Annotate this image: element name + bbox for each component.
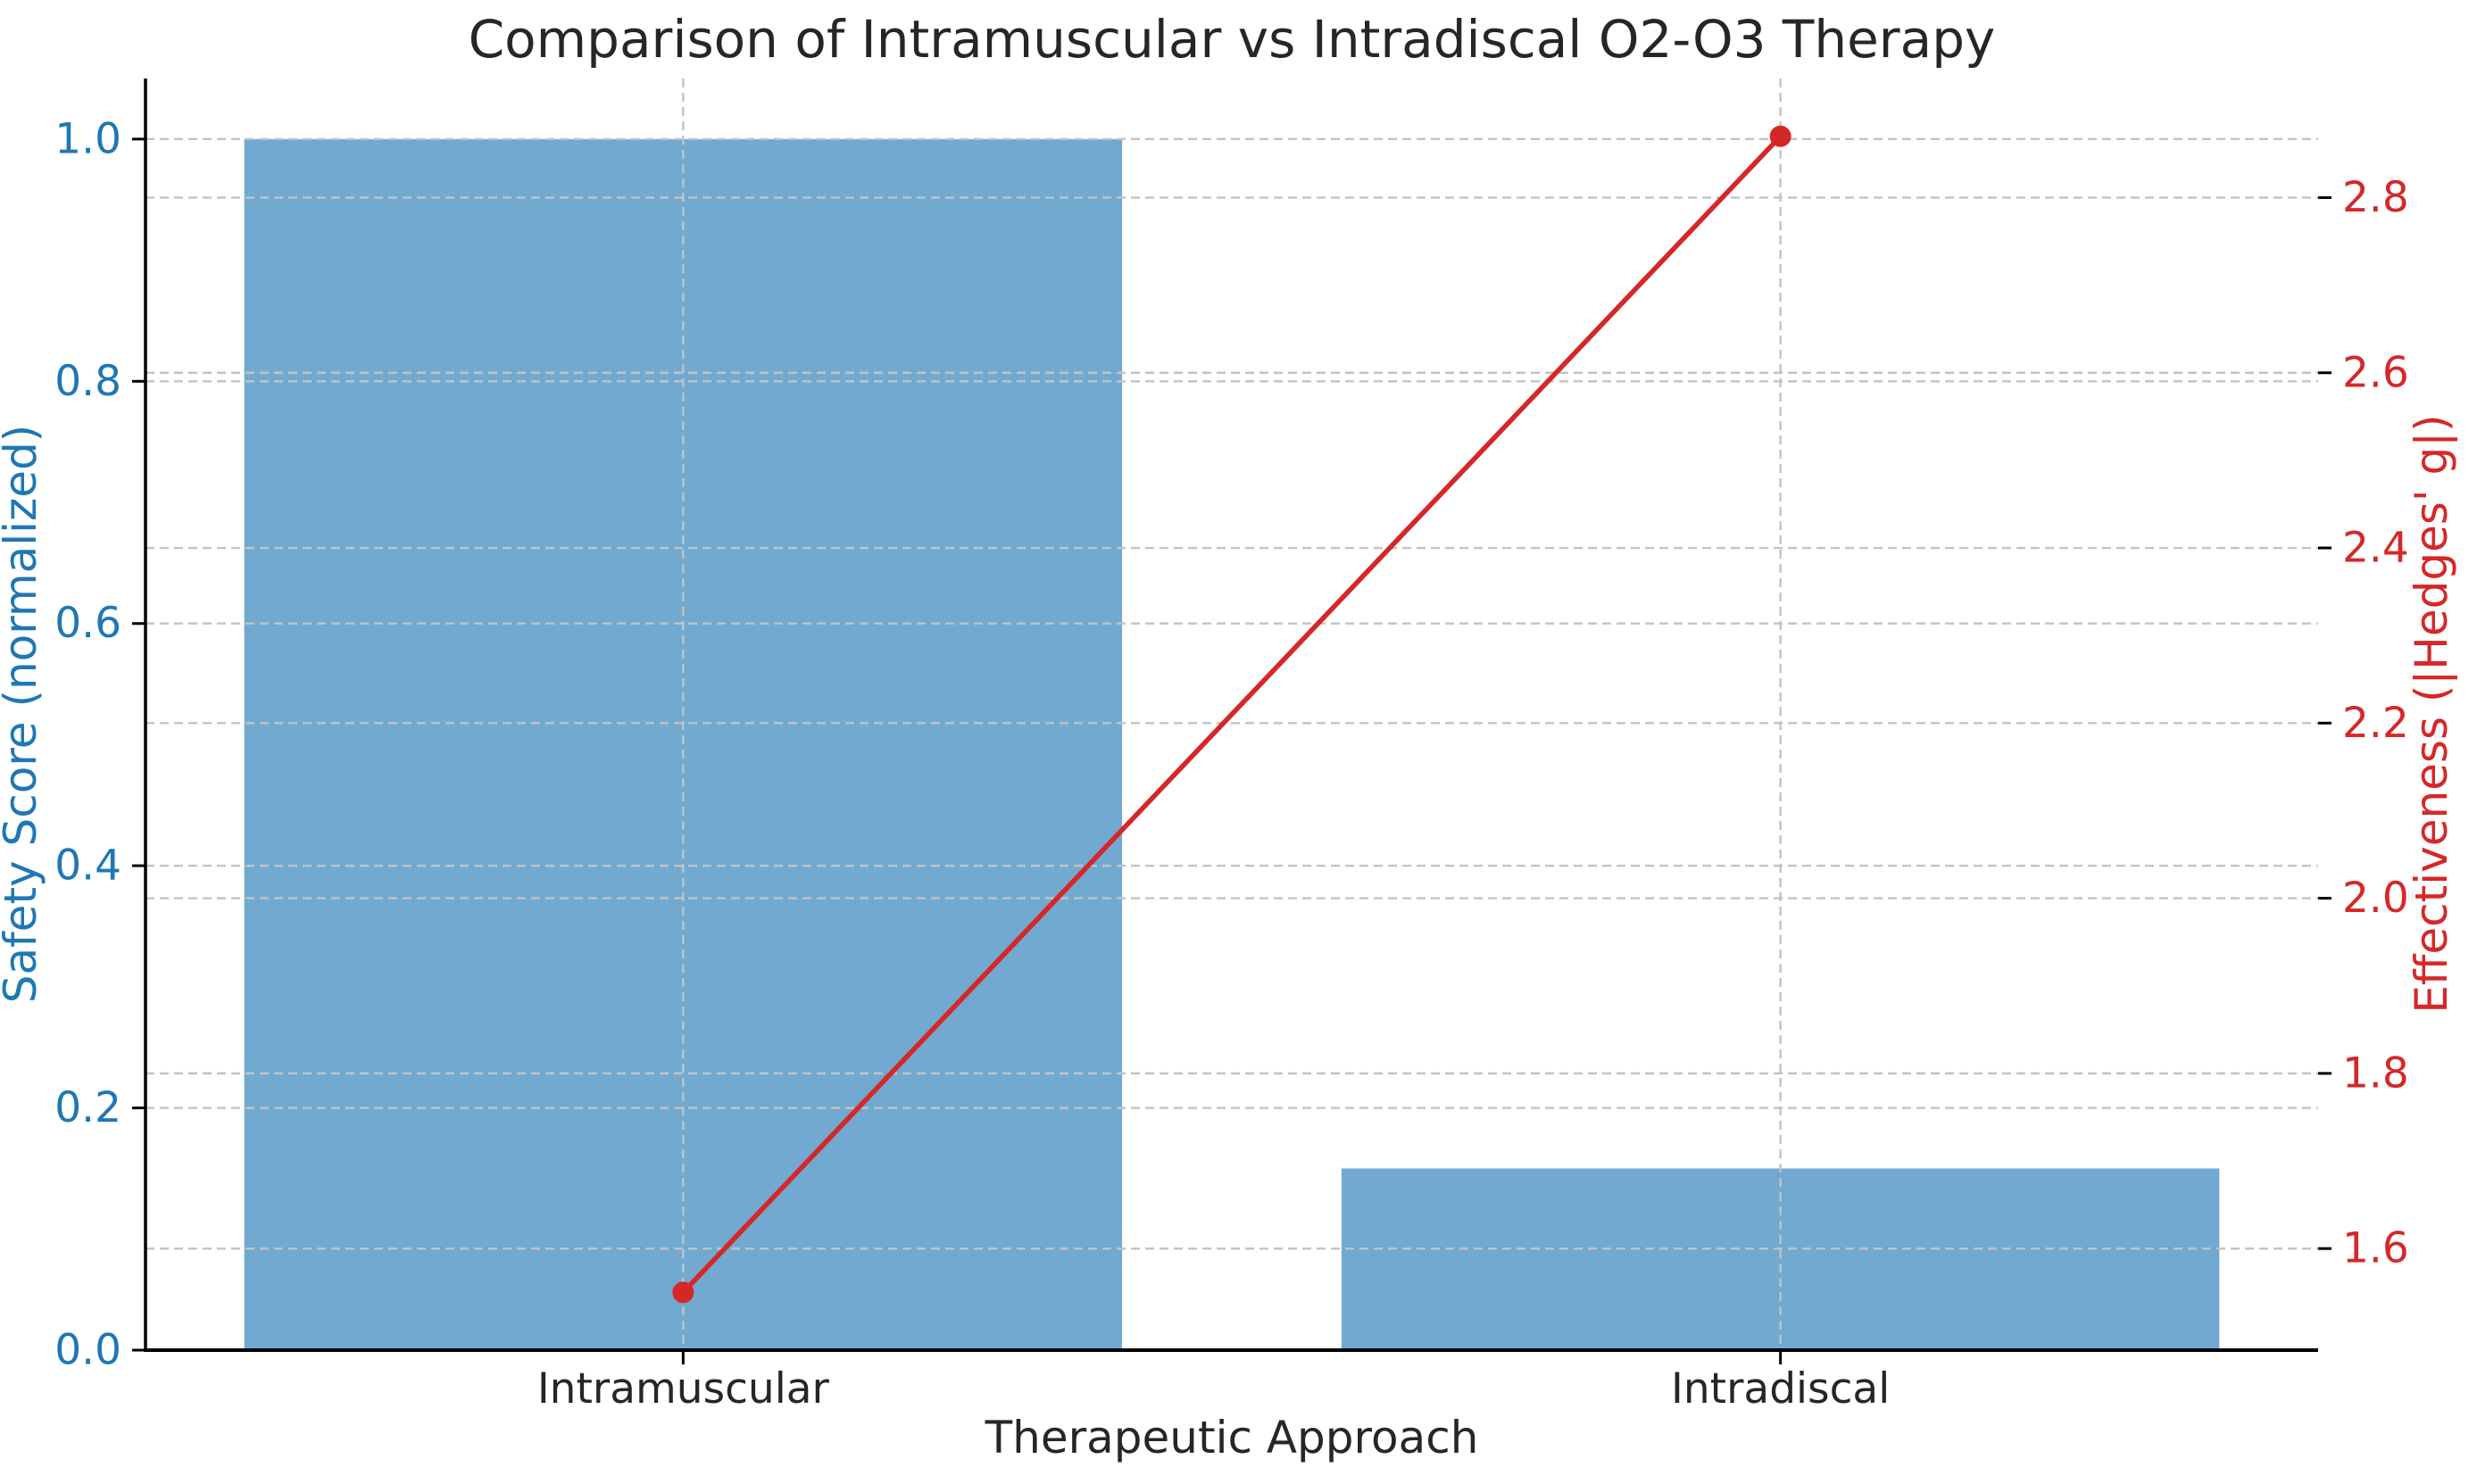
right-tick-label-2.6: 2.6: [2342, 348, 2409, 397]
left-tick-label-0.4: 0.4: [54, 841, 121, 891]
left-tick-label-0.0: 0.0: [54, 1326, 121, 1375]
data-point-intramuscular: [672, 1281, 694, 1304]
right-y-axis-label: Effectiveness (|Hedges' g|): [2406, 414, 2457, 1013]
line-layer: [672, 125, 1791, 1304]
left-tick-label-0.8: 0.8: [54, 357, 121, 406]
x-tick-label-intramuscular: Intramuscular: [537, 1364, 830, 1414]
left-y-axis-label: Safety Score (normalized): [0, 425, 46, 1004]
left-tick-label-0.6: 0.6: [54, 599, 121, 648]
right-tick-label-2.8: 2.8: [2342, 173, 2409, 222]
right-tick-label-2.0: 2.0: [2342, 874, 2409, 923]
axes-layer: 0.0 0.2 0.4 0.6 0.8 1.0 1.6 1.8 2.0 2.2 2.4 2.6 2.8 I…: [54, 79, 2409, 1414]
effectiveness-line: [681, 134, 1783, 1295]
right-tick-label-1.8: 1.8: [2342, 1049, 2409, 1098]
right-tick-label-2.4: 2.4: [2342, 524, 2409, 573]
left-tick-label-0.2: 0.2: [54, 1083, 121, 1132]
chart-title: Comparison of Intramuscular vs Intradisc…: [469, 9, 1996, 70]
left-tick-label-1.0: 1.0: [54, 114, 121, 163]
x-tick-label-intradiscal: Intradiscal: [1671, 1364, 1890, 1414]
right-tick-label-1.6: 1.6: [2342, 1224, 2409, 1273]
bars-layer: [244, 138, 2220, 1350]
data-point-intradiscal: [1769, 125, 1791, 147]
grid-layer: [145, 79, 2318, 1350]
x-axis-label: Therapeutic Approach: [985, 1412, 1479, 1463]
right-tick-label-2.2: 2.2: [2342, 699, 2409, 748]
